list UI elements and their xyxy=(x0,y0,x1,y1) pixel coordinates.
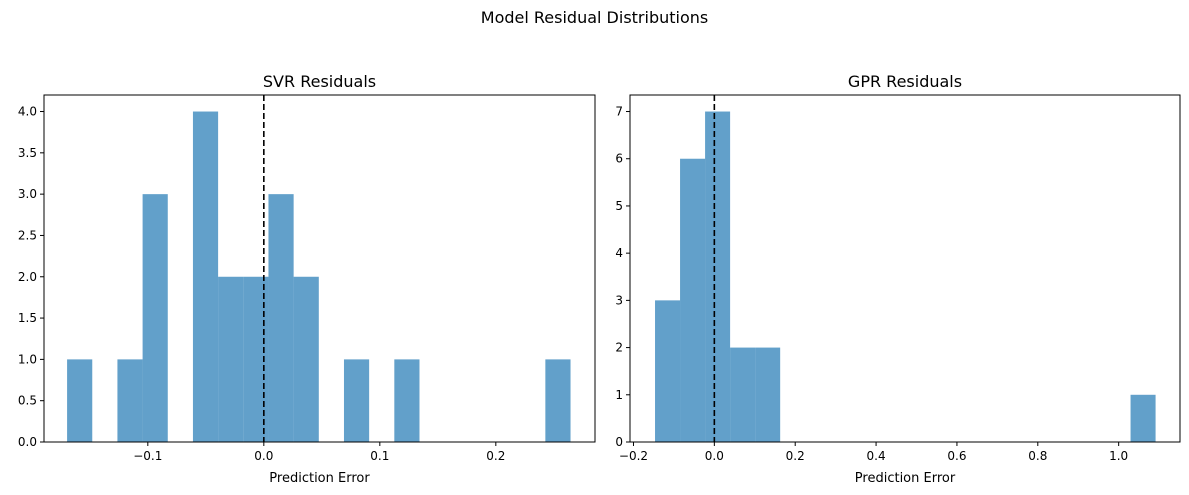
gpr-y-tick-label: 2 xyxy=(615,341,623,355)
gpr-panel: −0.2 0.0 0.2 0.4 0.6 0.8 1.0 0 1 2 3 4 5 6 7 Prediction… xyxy=(615,72,1181,486)
gpr-x-tick-label: 0.6 xyxy=(947,449,966,463)
gpr-y-tick-label: 6 xyxy=(615,152,623,166)
svr-y-tick-label: 1.0 xyxy=(18,352,37,366)
svr-bar xyxy=(67,359,93,442)
gpr-bar xyxy=(655,300,681,442)
svr-y-tick-label: 0.5 xyxy=(18,394,37,408)
svr-x-axis: −0.1 0.0 0.1 0.2 xyxy=(133,442,505,463)
gpr-x-tick-label: 1.0 xyxy=(1109,449,1128,463)
svr-bar xyxy=(243,276,269,442)
svr-y-tick-label: 4.0 xyxy=(18,105,37,119)
gpr-axes-frame xyxy=(629,94,1181,443)
svr-y-tick-label: 3.0 xyxy=(18,187,37,201)
gpr-y-tick-label: 5 xyxy=(615,199,623,213)
gpr-x-tick-label: −0.2 xyxy=(619,449,648,463)
svr-bar xyxy=(293,276,319,442)
gpr-bars xyxy=(655,111,1156,443)
svr-y-tick-label: 0.0 xyxy=(18,435,37,449)
svr-axes-frame xyxy=(43,94,596,443)
figure-title: Model Residual Distributions xyxy=(481,8,708,27)
svr-x-tick-label: −0.1 xyxy=(133,449,162,463)
gpr-bar xyxy=(680,158,706,443)
svr-y-tick-label: 3.5 xyxy=(18,146,37,160)
svr-bar xyxy=(394,359,420,442)
svr-x-tick-label: 0.1 xyxy=(370,449,389,463)
svr-bar xyxy=(192,111,219,443)
svr-bar xyxy=(343,359,370,442)
gpr-bar xyxy=(755,347,781,442)
gpr-y-tick-label: 7 xyxy=(615,105,623,119)
gpr-bar xyxy=(705,111,731,443)
svr-y-tick-label: 2.0 xyxy=(18,270,37,284)
svr-x-tick-label: 0.2 xyxy=(486,449,505,463)
gpr-bar xyxy=(730,347,756,442)
gpr-x-tick-label: 0.8 xyxy=(1028,449,1047,463)
gpr-x-tick-label: 0.4 xyxy=(867,449,886,463)
gpr-y-tick-label: 1 xyxy=(615,388,623,402)
svr-y-tick-label: 2.5 xyxy=(18,228,37,242)
gpr-x-axis-label: Prediction Error xyxy=(855,471,956,486)
gpr-y-tick-label: 4 xyxy=(615,246,623,260)
gpr-title: GPR Residuals xyxy=(848,72,962,91)
gpr-x-tick-label: 0.0 xyxy=(705,449,724,463)
svr-x-tick-label: 0.0 xyxy=(254,449,273,463)
gpr-x-axis: −0.2 0.0 0.2 0.4 0.6 0.8 1.0 xyxy=(619,442,1128,463)
gpr-y-tick-label: 3 xyxy=(615,293,623,307)
svr-bar xyxy=(117,359,143,442)
gpr-y-axis: 0 1 2 3 4 5 6 7 xyxy=(615,105,630,449)
svr-bar xyxy=(218,276,244,442)
svr-bars xyxy=(67,111,571,443)
gpr-x-tick-label: 0.2 xyxy=(786,449,805,463)
gpr-bar xyxy=(1130,394,1156,442)
svr-y-axis: 0.0 0.5 1.0 1.5 2.0 2.5 3.0 3.5 4.0 xyxy=(18,105,44,449)
svr-bar xyxy=(268,194,294,442)
gpr-y-tick-label: 0 xyxy=(615,435,623,449)
svr-bar xyxy=(545,359,571,442)
svr-x-axis-label: Prediction Error xyxy=(269,471,370,486)
svr-title: SVR Residuals xyxy=(263,72,376,91)
svr-bar xyxy=(142,194,168,442)
svr-y-tick-label: 1.5 xyxy=(18,311,37,325)
svr-panel: −0.1 0.0 0.1 0.2 0.0 0.5 1.0 1.5 2.0 2.5 3.0 3.5 4.0… xyxy=(18,72,596,486)
